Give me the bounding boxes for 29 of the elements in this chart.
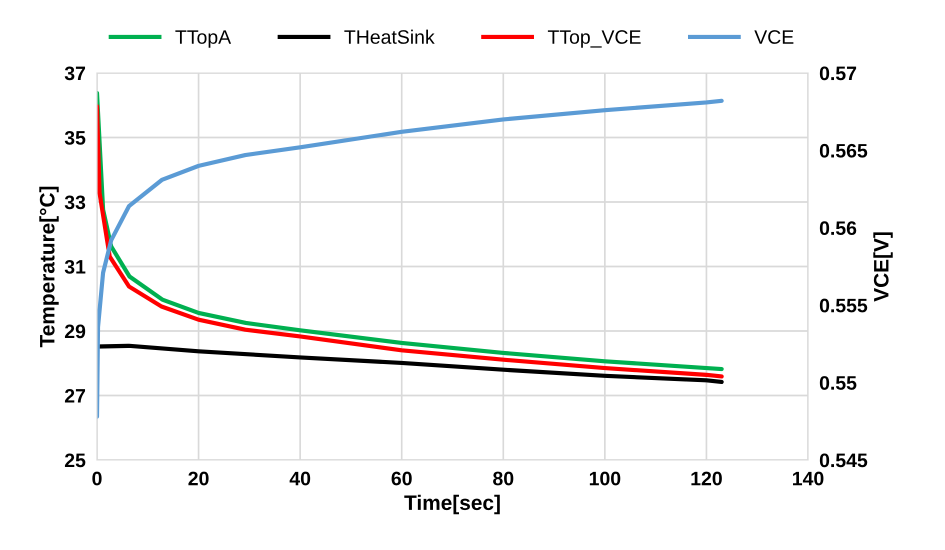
y2-tick-label: 0.55 — [820, 376, 856, 390]
y-tick-label: 31 — [64, 260, 86, 274]
y-tick-label: 35 — [64, 130, 86, 145]
x-tick-label: 80 — [493, 472, 514, 486]
y2-tick-label: 0.565 — [820, 144, 868, 158]
y-tick-label: 25 — [64, 453, 86, 468]
x-tick-label: 120 — [691, 472, 722, 486]
x-tick-label: 100 — [590, 472, 620, 486]
y2-tick-label: 0.57 — [820, 66, 856, 80]
line-series — [97, 344, 724, 384]
y-tick-label: 33 — [64, 195, 86, 210]
x-tick-label: 0 — [92, 472, 102, 486]
y-tick-label: 29 — [64, 324, 86, 338]
x-tick-label: 20 — [188, 472, 209, 486]
y2-tick-label: 0.56 — [820, 221, 856, 236]
legend-label: THeatSink — [344, 30, 435, 44]
legend-label: TTop_VCE — [548, 30, 641, 48]
x-tick-label: 60 — [392, 472, 412, 486]
x-axis-title: Time[sec] — [404, 494, 500, 514]
y-tick-label: 27 — [64, 388, 86, 403]
y2-axis-title: VCE[V] — [873, 232, 893, 302]
x-tick-label: 40 — [290, 472, 310, 486]
y-axis-title: Temperature[°C] — [39, 186, 59, 348]
legend-label: TTopA — [175, 30, 232, 48]
legend-label: VCE — [754, 30, 794, 44]
y2-tick-label: 0.545 — [820, 453, 868, 468]
x-tick-label: 140 — [793, 472, 824, 486]
y2-tick-label: 0.555 — [820, 298, 868, 312]
y-tick-label: 37 — [64, 66, 86, 80]
